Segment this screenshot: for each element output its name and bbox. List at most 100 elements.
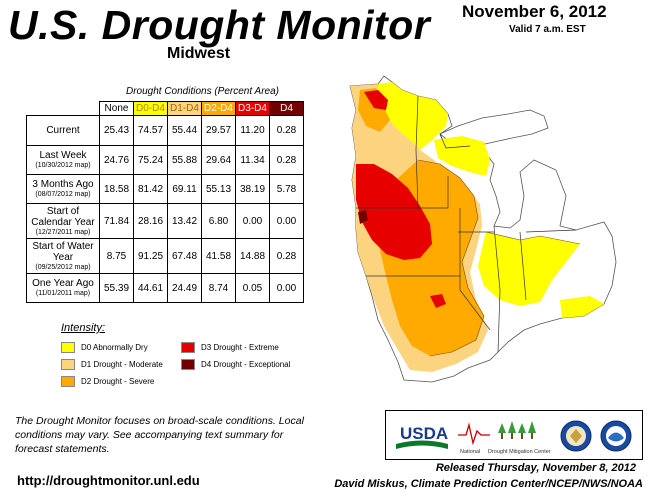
commerce-seal xyxy=(560,420,592,452)
region-title: Midwest xyxy=(167,45,231,62)
state-borders xyxy=(356,95,577,353)
table-cell: 0.28 xyxy=(269,145,304,175)
table-cell: 24.49 xyxy=(167,273,202,303)
table-cell: 71.84 xyxy=(99,203,134,239)
legend-swatch xyxy=(61,342,75,353)
table-cell: 8.74 xyxy=(201,273,236,303)
row-label: Last Week (10/30/2012 map) xyxy=(26,145,100,175)
table-cell: 69.11 xyxy=(167,174,202,204)
table-cell: 75.24 xyxy=(133,145,168,175)
legend-label: D3 Drought - Extreme xyxy=(201,343,279,352)
disclaimer-notes: The Drought Monitor focuses on broad-sca… xyxy=(15,415,304,455)
drought-boundaries xyxy=(417,159,581,357)
noaa-logo xyxy=(600,420,632,452)
row-label: Current xyxy=(26,115,100,146)
map-d3-west xyxy=(356,164,432,260)
table-cell: 0.28 xyxy=(269,115,304,146)
table-header-row: None D0-D4 D1-D4 D2-D4 D3-D4 D4 xyxy=(27,101,304,116)
table-cell: 29.64 xyxy=(201,145,236,175)
header-corner xyxy=(27,102,100,116)
table-cell: 74.57 xyxy=(133,115,168,146)
map-d2-north xyxy=(358,88,390,132)
table-row-3-months-ago: 3 Months Ago (08/07/2012 map) 18.58 81.42… xyxy=(26,174,304,204)
legend-title: Intensity: xyxy=(61,322,106,334)
table-cell: 18.58 xyxy=(99,174,134,204)
svg-text:USDA: USDA xyxy=(400,424,448,443)
table-cell: 41.58 xyxy=(201,238,236,274)
row-label: One Year Ago (11/01/2011 map) xyxy=(26,273,100,303)
table-row-current: Current 25.43 74.57 55.44 29.57 11.20 0.… xyxy=(26,115,304,146)
release-date: Released Thursday, November 8, 2012 xyxy=(435,462,636,474)
table-cell: 14.88 xyxy=(235,238,270,274)
map-d3-north xyxy=(364,90,388,110)
table-cell: 5.78 xyxy=(269,174,304,204)
legend-item-d4: D4 Drought - Exceptional xyxy=(181,359,290,370)
table-cell: 28.16 xyxy=(133,203,168,239)
map-d4 xyxy=(358,210,368,224)
table-cell: 6.80 xyxy=(201,203,236,239)
table-cell: 29.57 xyxy=(201,115,236,146)
legend-item-d2: D2 Drought - Severe xyxy=(61,376,154,387)
col-header-none: None xyxy=(99,101,134,116)
table-cell: 24.76 xyxy=(99,145,134,175)
map-d0-michigan xyxy=(434,136,490,176)
table-cell: 0.05 xyxy=(235,273,270,303)
table-cell: 38.19 xyxy=(235,174,270,204)
table-cell: 55.88 xyxy=(167,145,202,175)
legend-swatch xyxy=(181,359,195,370)
row-label: 3 Months Ago (08/07/2012 map) xyxy=(26,174,100,204)
table-cell: 8.75 xyxy=(99,238,134,274)
drought-map xyxy=(349,75,617,383)
table-cell: 91.25 xyxy=(133,238,168,274)
table-cell: 25.43 xyxy=(99,115,134,146)
ndmc-logo: National Drought Mitigation Center xyxy=(458,421,551,455)
table-row-start-of-calendar-year: Start of Calendar Year (12/27/2011 map) 7… xyxy=(26,203,304,239)
map-d0-east xyxy=(478,232,580,306)
legend-label: D0 Abnormally Dry xyxy=(81,343,148,352)
map-date: November 6, 2012 xyxy=(462,2,607,21)
website-link[interactable]: http://droughtmonitor.unl.edu xyxy=(17,473,200,488)
map-title: U.S. Drought Monitor xyxy=(8,2,431,48)
legend-swatch xyxy=(61,359,75,370)
table-caption: Drought Conditions (Percent Area) xyxy=(125,86,280,97)
col-header-d1-d4: D1-D4 xyxy=(167,101,202,116)
legend-label: D2 Drought - Severe xyxy=(81,377,155,386)
legend-label: D4 Drought - Exceptional xyxy=(201,360,291,369)
legend-item-d3: D3 Drought - Extreme xyxy=(181,342,279,353)
author-credit: David Miskus, Climate Prediction Center/… xyxy=(334,478,643,490)
row-label: Start of Water Year (09/25/2012 map) xyxy=(26,238,100,274)
table-cell: 44.61 xyxy=(133,273,168,303)
table-cell: 55.13 xyxy=(201,174,236,204)
legend-swatch xyxy=(181,342,195,353)
col-header-d2-d4: D2-D4 xyxy=(201,101,236,116)
table-cell: 55.39 xyxy=(99,273,134,303)
row-label: Start of Calendar Year (12/27/2011 map) xyxy=(26,203,100,239)
table-cell: 55.44 xyxy=(167,115,202,146)
table-cell: 13.42 xyxy=(167,203,202,239)
svg-text:National: National xyxy=(460,449,480,455)
table-cell: 0.00 xyxy=(269,273,304,303)
logos-graphic: USDA National Drought Mitigation Center xyxy=(396,420,632,455)
col-header-d0-d4: D0-D4 xyxy=(133,101,168,116)
legend-swatch xyxy=(61,376,75,387)
table-cell: 0.00 xyxy=(235,203,270,239)
col-header-d3-d4: D3-D4 xyxy=(235,101,270,116)
col-header-d4: D4 xyxy=(269,101,304,116)
usda-logo: USDA xyxy=(396,424,448,449)
table-cell: 0.28 xyxy=(269,238,304,274)
table-cell: 81.42 xyxy=(133,174,168,204)
table-cell: 11.20 xyxy=(235,115,270,146)
table-cell: 67.48 xyxy=(167,238,202,274)
map-d0-north xyxy=(378,82,448,150)
legend-item-d0: D0 Abnormally Dry xyxy=(61,342,148,353)
table-cell: 11.34 xyxy=(235,145,270,175)
legend-item-d1: D1 Drought - Moderate xyxy=(61,359,163,370)
drought-conditions-table: None D0-D4 D1-D4 D2-D4 D3-D4 D4 Current … xyxy=(26,101,304,303)
agency-logos: USDA National Drought Mitigation Center xyxy=(385,410,643,460)
map-d3-spot xyxy=(430,294,446,308)
valid-time: Valid 7 a.m. EST xyxy=(509,24,586,35)
table-row-one-year-ago: One Year Ago (11/01/2011 map) 55.39 44.61… xyxy=(26,273,304,303)
svg-text:Drought Mitigation Center: Drought Mitigation Center xyxy=(488,449,551,455)
map-d0-south xyxy=(560,296,604,318)
table-row-start-of-water-year: Start of Water Year (09/25/2012 map) 8.75… xyxy=(26,238,304,274)
